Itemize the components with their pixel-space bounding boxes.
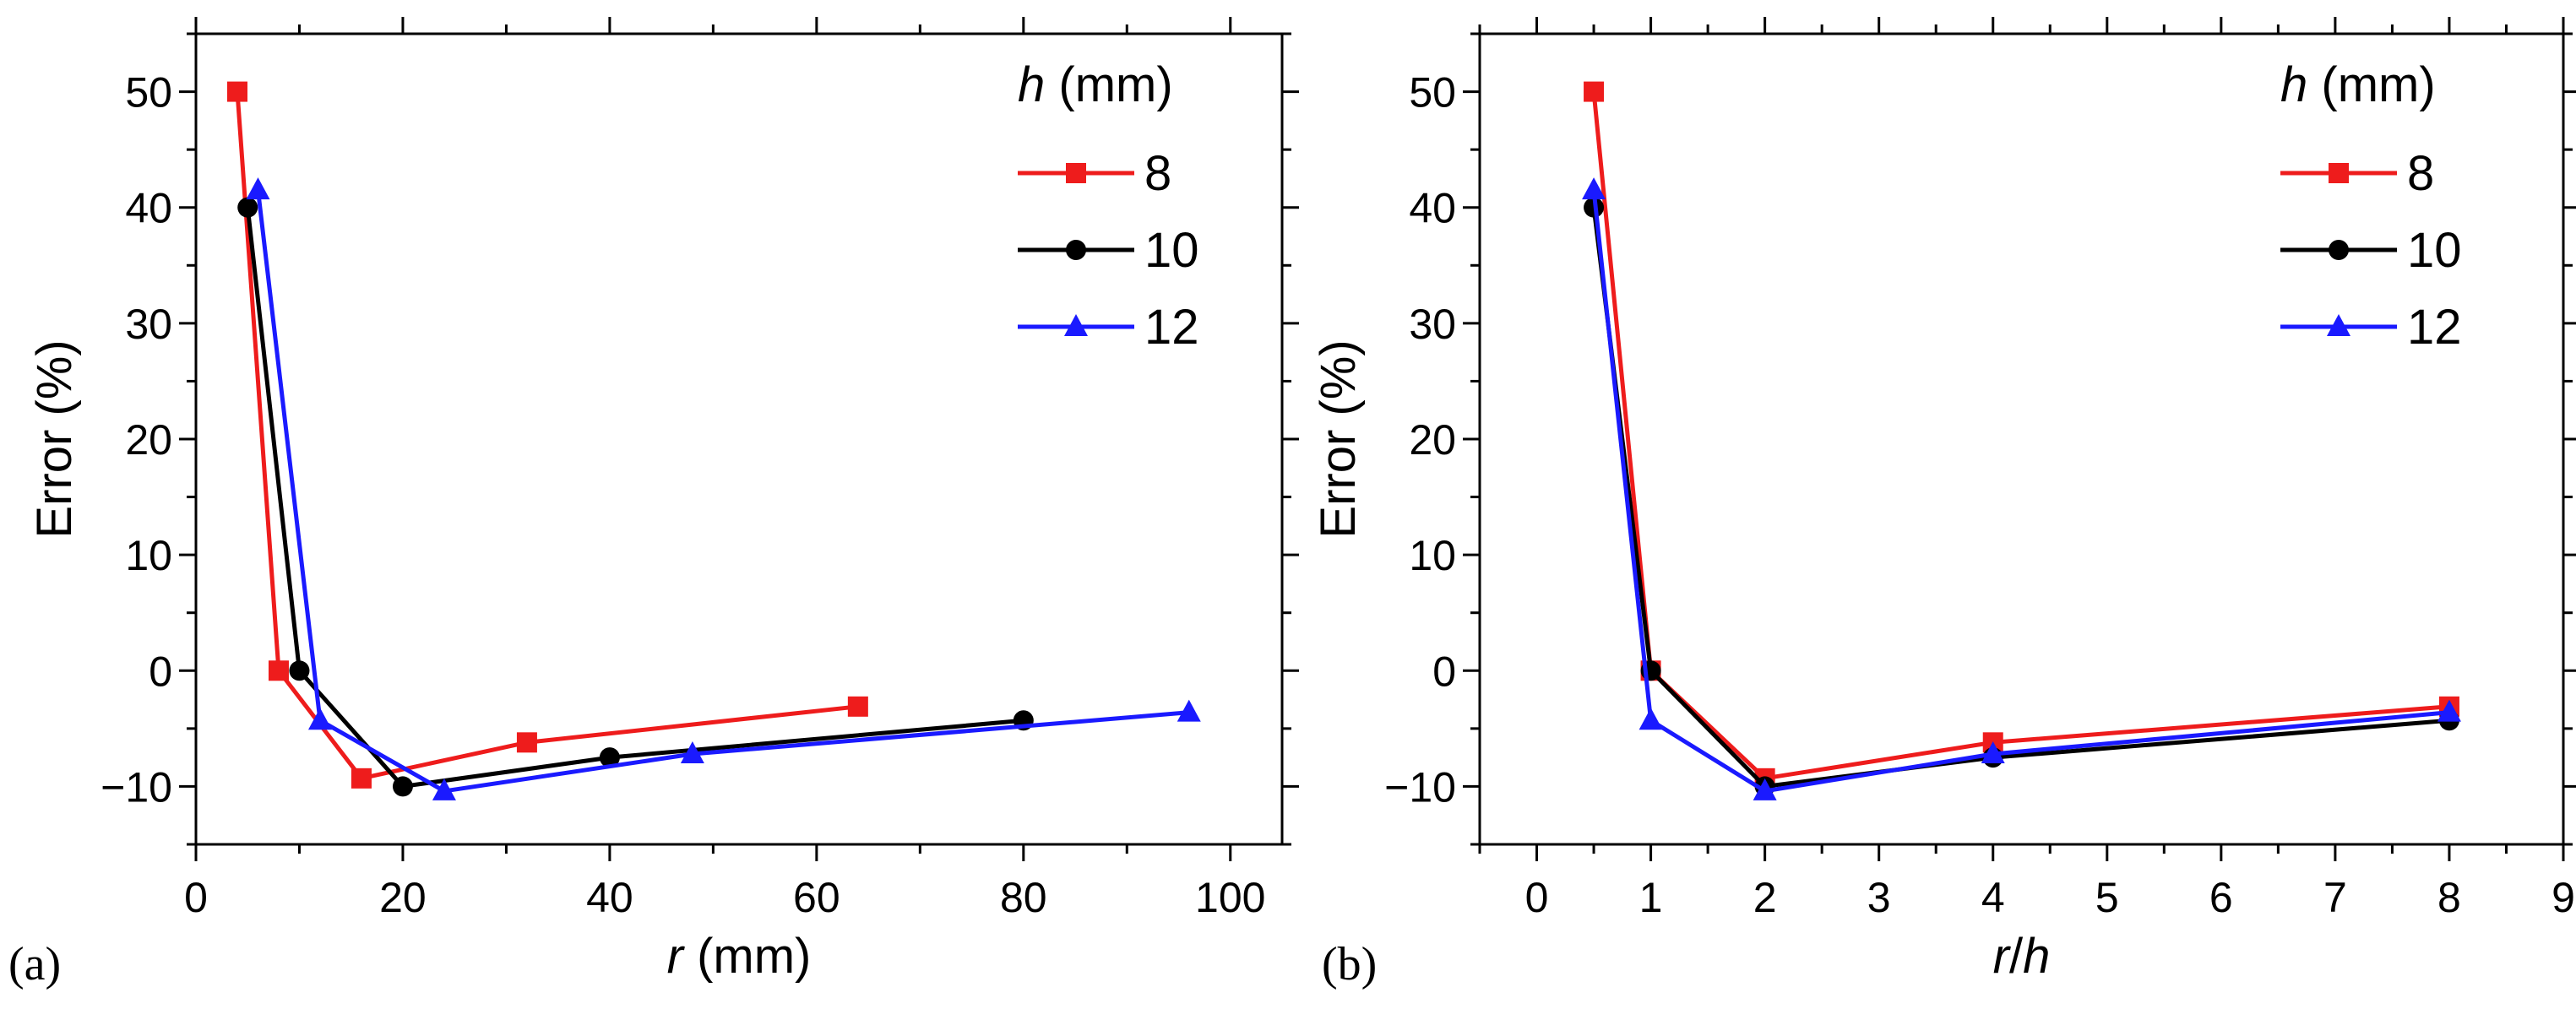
panel-label: (b): [1322, 938, 1377, 990]
legend-marker: [1064, 314, 1088, 336]
legend-title-part: (mm): [1045, 57, 1172, 112]
data-point: [246, 177, 270, 200]
y-tick-label: 10: [125, 532, 172, 579]
legend-marker: [1066, 163, 1086, 183]
legend-label: 10: [1144, 223, 1199, 278]
plot-frame: [194, 32, 1284, 846]
y-tick-label: 20: [1409, 416, 1456, 464]
x-axis-label-part: h: [2023, 929, 2050, 984]
y-tick-label: 50: [125, 69, 172, 117]
y-tick-label: 10: [1409, 532, 1456, 579]
series-12: [1582, 177, 2461, 800]
legend-title-part: h: [1018, 57, 1045, 112]
legend-title-part: (mm): [2307, 57, 2435, 112]
legend-marker: [2329, 240, 2349, 260]
x-axis-label: r (mm): [667, 929, 812, 984]
x-tick-label: 20: [379, 874, 427, 921]
series-line: [1591, 91, 2450, 781]
x-tick-label: 6: [2209, 874, 2233, 921]
series-line: [245, 207, 1024, 789]
legend: h (mm) 8 10 12: [1018, 57, 1199, 355]
y-tick-label: 0: [149, 648, 172, 695]
x-axis-label-part: (mm): [683, 929, 811, 984]
panel-label: (a): [8, 938, 61, 990]
x-tick-label: 3: [1867, 874, 1891, 921]
x-axis-label-part: r: [667, 929, 686, 984]
data-point: [2437, 699, 2461, 722]
x-tick-label: 40: [586, 874, 633, 921]
series-12: [246, 177, 1201, 800]
y-tick-label: 50: [1409, 69, 1456, 117]
x-tick-label: 8: [2437, 874, 2461, 921]
series-line: [1591, 189, 2450, 794]
y-tick-label: 40: [125, 185, 172, 232]
y-tick-label: 30: [1409, 301, 1456, 348]
legend-title: h (mm): [1018, 57, 1173, 112]
y-tick-label: 0: [1432, 648, 1456, 695]
data-point: [237, 197, 258, 218]
data-point: [432, 778, 456, 800]
data-point: [268, 660, 289, 681]
data-point: [226, 81, 247, 102]
data-point: [307, 708, 332, 730]
data-point: [392, 776, 413, 797]
series-8: [226, 81, 868, 789]
x-tick-label: 1: [1639, 874, 1663, 921]
legend-label: 8: [1144, 146, 1171, 201]
x-tick-label: 0: [184, 874, 208, 921]
series-line: [256, 189, 1189, 794]
data-point: [1177, 699, 1201, 722]
x-axis-label-part: /: [2009, 929, 2024, 984]
series-line: [235, 91, 859, 781]
y-tick-label: 20: [125, 416, 172, 464]
series-8: [1584, 81, 2459, 789]
y-axis-label: Error (%): [27, 339, 82, 538]
legend-marker: [2327, 314, 2350, 336]
x-tick-label: 2: [1753, 874, 1777, 921]
legend-label: 8: [2407, 146, 2434, 201]
data-point: [680, 741, 704, 764]
data-point: [1981, 741, 2005, 764]
x-tick-label: 80: [1000, 874, 1047, 921]
y-tick-label: −10: [1384, 763, 1456, 811]
data-point: [516, 732, 537, 753]
chart-panel-a: 0 20 40 60 80 100 −10 0 10 20 30 40 50 Error (%) r (mm…: [8, 17, 1299, 990]
x-axis-label: r/h: [1993, 929, 2051, 984]
x-tick-label: 5: [2095, 874, 2119, 921]
x-tick-label: 0: [1525, 874, 1549, 921]
data-point: [1639, 708, 1663, 730]
legend-label: 10: [2407, 223, 2462, 278]
data-point: [1582, 177, 1606, 200]
series-10: [237, 197, 1034, 797]
legend-title-part: h: [2280, 57, 2307, 112]
y-tick-label: 40: [1409, 185, 1456, 232]
data-point: [1753, 778, 1777, 800]
y-tick-label: −10: [101, 763, 172, 811]
data-point: [1584, 81, 1605, 102]
series-line: [1591, 207, 2450, 789]
data-point: [599, 747, 620, 768]
y-axis-label: Error (%): [1311, 339, 1366, 538]
data-point: [847, 696, 868, 717]
legend-marker: [2329, 163, 2349, 183]
legend-label: 12: [1144, 300, 1199, 355]
x-tick-label: 7: [2323, 874, 2347, 921]
legend-marker: [1066, 240, 1086, 260]
legend-title: h (mm): [2280, 57, 2436, 112]
legend: h (mm) 8 10 12: [2280, 57, 2462, 355]
series-10: [1584, 197, 2459, 797]
legend-label: 12: [2407, 300, 2462, 355]
y-tick-label: 30: [125, 301, 172, 348]
data-point: [289, 660, 310, 681]
x-tick-label: 9: [2552, 874, 2575, 921]
data-point: [351, 768, 372, 789]
x-axis-label-part: r: [1993, 929, 2012, 984]
x-tick-label: 60: [793, 874, 840, 921]
x-tick-label: 100: [1195, 874, 1265, 921]
x-tick-label: 4: [1981, 874, 2005, 921]
